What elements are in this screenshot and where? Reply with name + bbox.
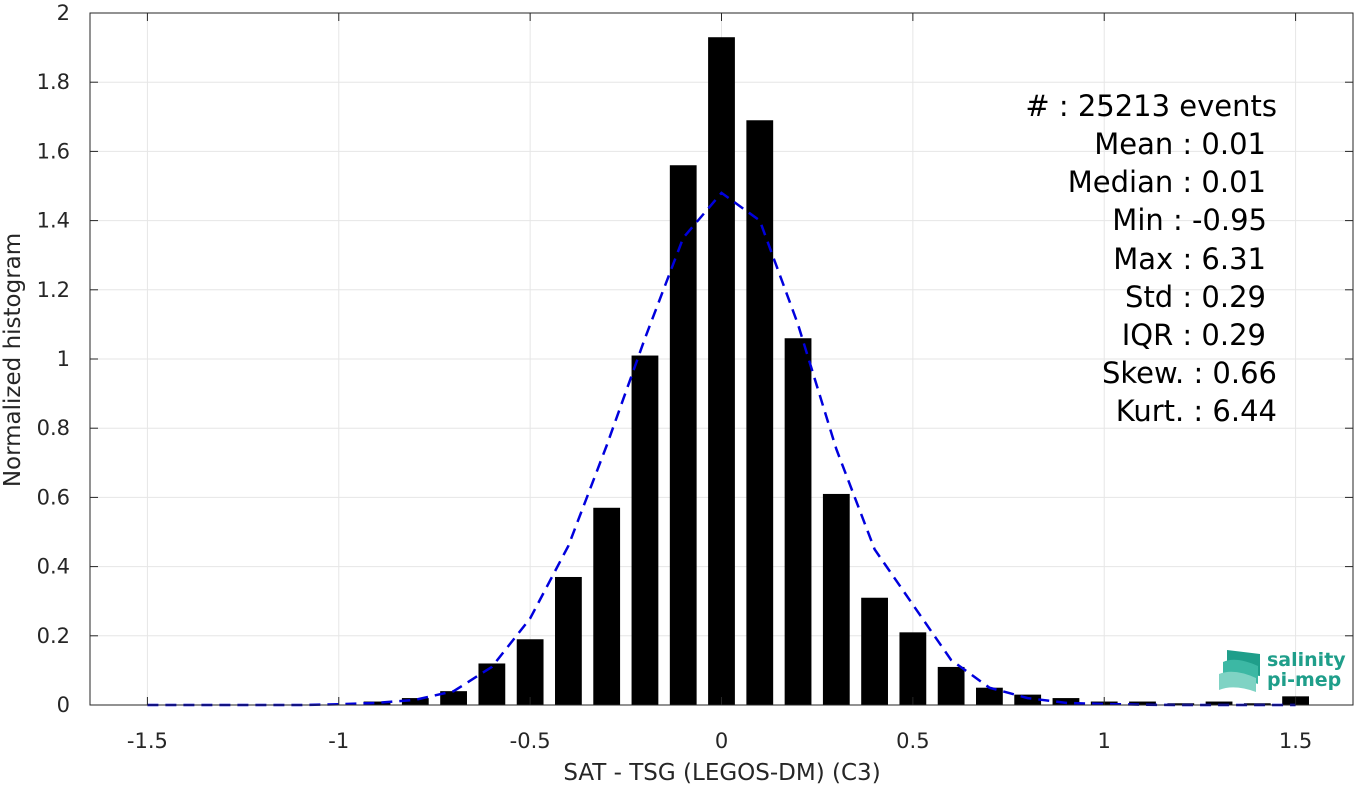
stat-min: Min : -0.95 (1112, 203, 1267, 237)
histogram-bar (631, 355, 659, 705)
histogram-bar (1014, 694, 1042, 705)
y-tick-label: 0.6 (37, 485, 70, 509)
stat-mean: Mean : 0.01 (1094, 127, 1266, 161)
histogram-bar (976, 687, 1003, 705)
logo-waves-icon (1219, 650, 1260, 692)
y-tick-label: 0 (57, 693, 70, 717)
logo-line1: salinity (1267, 649, 1346, 671)
histogram-bar (401, 698, 429, 705)
x-tick-label: 0 (715, 729, 728, 753)
histogram-bar (861, 597, 888, 705)
histogram-bar (1129, 701, 1156, 705)
x-axis-label: SAT - TSG (LEGOS-DM) (C3) (563, 760, 880, 785)
stat-iqr: IQR : 0.29 (1122, 318, 1266, 352)
y-tick-label: 1.4 (37, 209, 70, 233)
salinity-pimep-logo: salinity pi-mep (1219, 649, 1346, 692)
histogram-bar (1052, 698, 1080, 705)
histogram-bar (669, 165, 697, 706)
histogram-bar (478, 663, 506, 705)
x-tick-label: -1.5 (127, 729, 168, 753)
stat-std: Std : 0.29 (1125, 280, 1266, 314)
stats-box: # : 25213 events Mean : 0.01 Median : 0.… (1025, 89, 1277, 428)
y-tick-label: 1 (57, 347, 70, 371)
stat-max: Max : 6.31 (1113, 242, 1266, 276)
histogram-bar (363, 701, 391, 705)
y-tick-label: 0.8 (37, 416, 70, 440)
x-tick-label: 1.5 (1279, 729, 1312, 753)
axis-ticks (90, 12, 1353, 706)
y-tick-label: 1.2 (37, 278, 70, 302)
stat-skew: Skew. : 0.66 (1102, 356, 1277, 390)
histogram-bar (593, 507, 621, 705)
y-tick-labels: 0 0.2 0.4 0.6 0.8 1 1.2 1.4 1.6 1.8 2 (37, 1, 70, 717)
histogram-bar (1205, 701, 1233, 705)
histogram-bar (1167, 703, 1195, 705)
x-tick-label: 1 (1098, 729, 1111, 753)
y-tick-label: 1.8 (37, 70, 70, 94)
histogram-bar (746, 120, 774, 705)
histogram-bar (937, 666, 965, 705)
y-tick-label: 2 (57, 1, 70, 25)
x-tick-label: 0.5 (896, 729, 929, 753)
fit-curve (147, 191, 1296, 707)
histogram-bar (708, 37, 735, 706)
histogram-bar (899, 632, 927, 705)
bars (363, 37, 1309, 706)
stat-kurt: Kurt. : 6.44 (1116, 394, 1277, 428)
y-tick-label: 0.4 (37, 555, 70, 579)
y-tick-label: 0.2 (37, 624, 70, 648)
histogram-bar (516, 639, 544, 705)
y-tick-label: 1.6 (37, 139, 70, 163)
histogram-bar (822, 493, 850, 705)
histogram-bar (440, 691, 467, 705)
stat-count: # : 25213 events (1025, 89, 1277, 123)
y-axis-label: Normalized histogram (0, 233, 26, 487)
x-tick-label: -0.5 (510, 729, 551, 753)
histogram-bar (784, 338, 812, 705)
histogram-bar (555, 576, 582, 705)
x-tick-labels: -1.5 -1 -0.5 0 0.5 1 1.5 (127, 729, 1312, 753)
stat-median: Median : 0.01 (1068, 165, 1266, 199)
logo-line2: pi-mep (1267, 669, 1341, 691)
x-tick-label: -1 (328, 729, 349, 753)
